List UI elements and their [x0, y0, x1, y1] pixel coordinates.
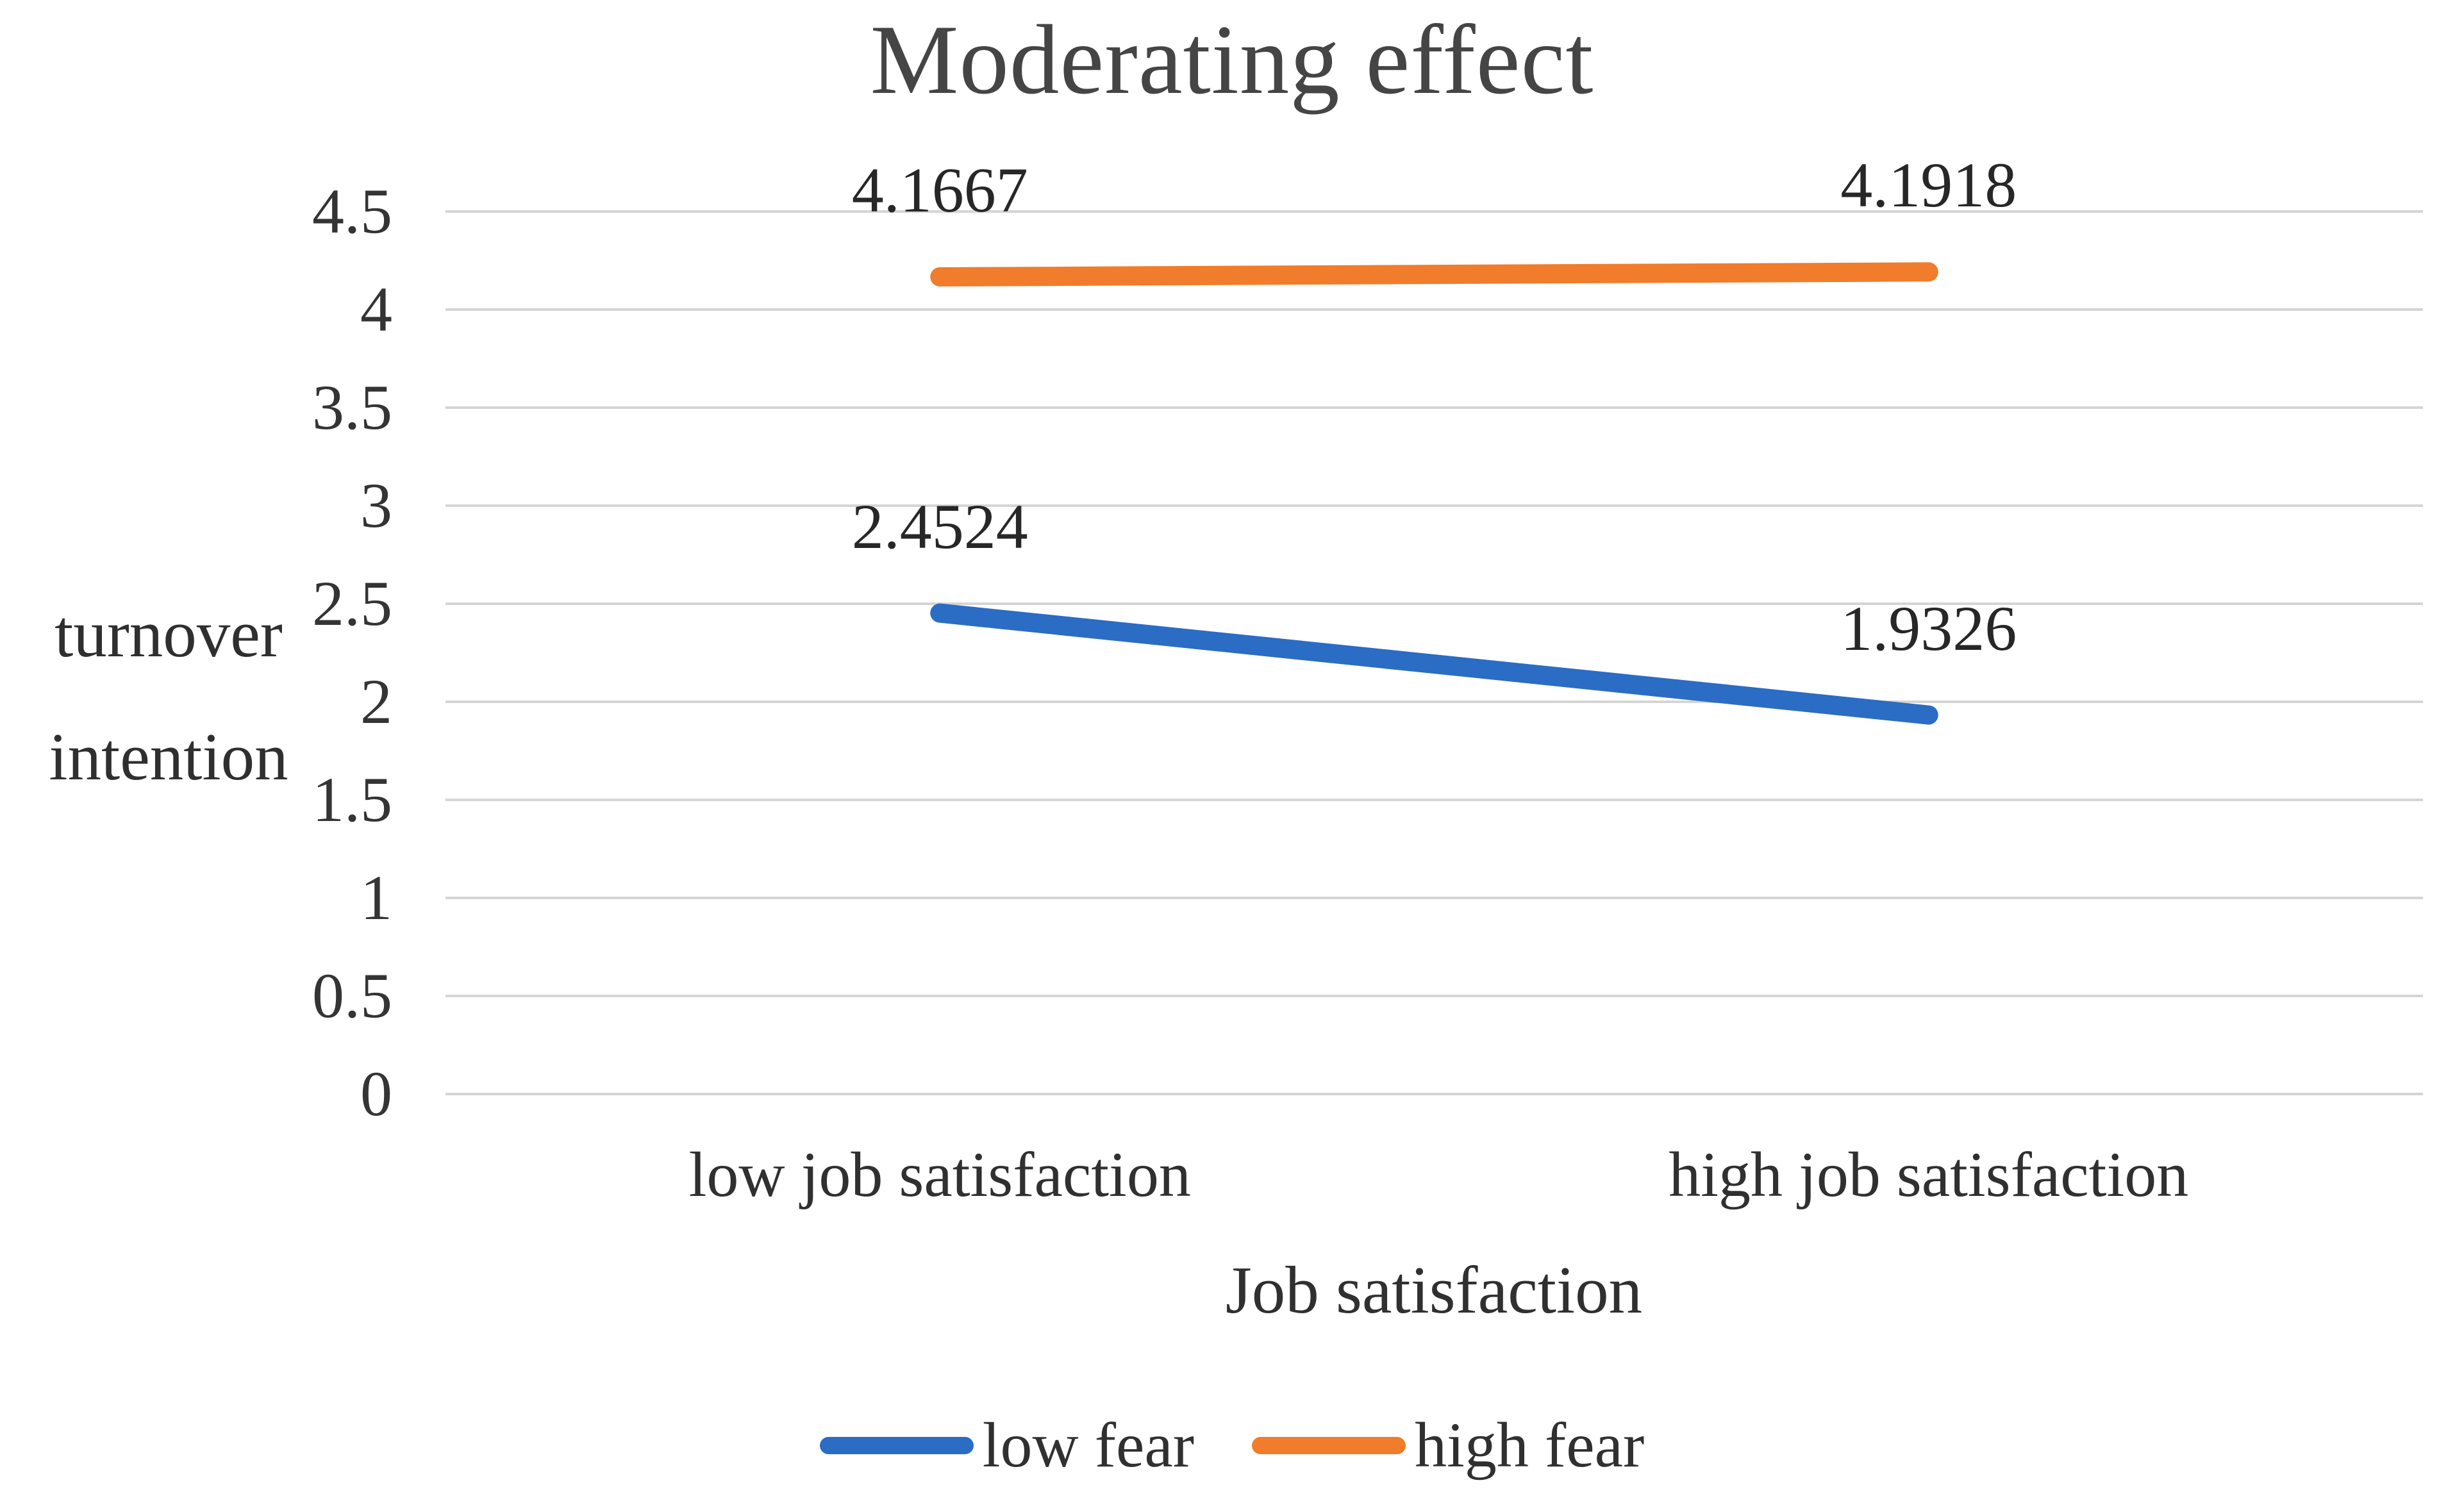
y-axis-title: turnover intention	[18, 572, 319, 818]
gridline	[445, 701, 2423, 703]
y-tick-label: 1.5	[312, 764, 392, 835]
x-axis-title: Job satisfaction	[1225, 1252, 1643, 1327]
series-line-high-fear	[930, 262, 1938, 286]
legend-line-swatch	[1252, 1436, 1406, 1454]
gridline	[445, 602, 2423, 605]
x-category-label: high job satisfaction	[1669, 1139, 2189, 1210]
y-tick-label: 0	[360, 1058, 392, 1129]
y-tick-label: 2.5	[312, 568, 392, 639]
x-category-label: low job satisfaction	[688, 1139, 1191, 1210]
y-tick-label: 3	[360, 470, 392, 541]
legend: low fear high fear	[0, 1400, 2464, 1490]
gridline	[445, 1093, 2423, 1095]
gridline	[445, 504, 2423, 507]
legend-label: low fear	[982, 1409, 1195, 1480]
legend-item-high-fear: high fear	[1252, 1404, 1644, 1487]
chart-title: Moderating effect	[870, 4, 1594, 115]
series-line-low-fear	[930, 603, 1938, 725]
y-axis-title-line-2: intention	[49, 719, 288, 794]
gridline	[445, 897, 2423, 899]
data-label: 1.9326	[1840, 592, 2017, 664]
legend-line-swatch	[819, 1436, 974, 1454]
y-axis-title-line-1: turnover	[54, 596, 283, 671]
y-tick-label: 0.5	[312, 960, 392, 1031]
gridline	[445, 308, 2423, 311]
y-tick-label: 4.5	[312, 176, 392, 247]
gridline	[445, 210, 2423, 213]
gridline	[445, 406, 2423, 409]
gridline	[445, 799, 2423, 801]
legend-label: high fear	[1415, 1409, 1645, 1480]
y-tick-label: 1	[360, 862, 392, 933]
legend-item-low-fear: low fear	[819, 1404, 1195, 1487]
data-label: 4.1667	[851, 154, 1028, 226]
data-label: 2.4524	[851, 490, 1028, 562]
data-label: 4.1918	[1840, 149, 2017, 221]
y-tick-label: 3.5	[312, 372, 392, 443]
y-tick-label: 2	[360, 666, 392, 737]
gridline	[445, 995, 2423, 997]
y-tick-label: 4	[360, 274, 392, 345]
